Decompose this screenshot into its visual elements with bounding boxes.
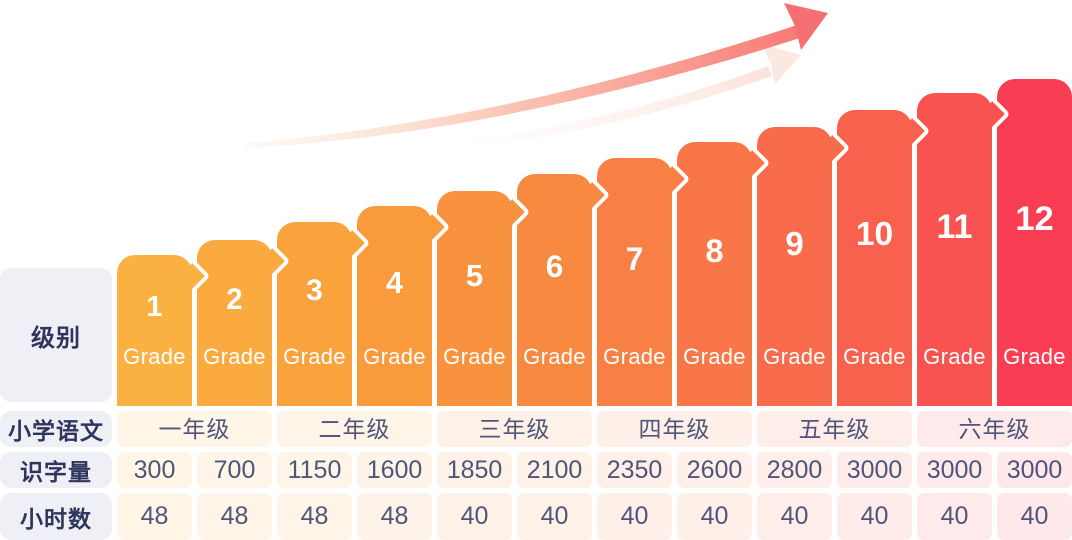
grade-bar-unit-label: Grade bbox=[923, 344, 986, 369]
grade-bar-4: 4 Grade bbox=[357, 206, 432, 406]
grade-bar-10: 10 Grade bbox=[837, 110, 912, 406]
level-header-box: 级别 bbox=[0, 268, 112, 402]
literacy-cell: 1150 bbox=[277, 452, 352, 488]
grade-bar-9: 9 Grade bbox=[757, 127, 832, 406]
grade-bar-7: 7 Grade bbox=[597, 158, 672, 406]
grade-bar-unit-label: Grade bbox=[283, 344, 346, 369]
hours-cell: 40 bbox=[997, 493, 1072, 540]
grade-group-cell: 二年级 bbox=[277, 411, 432, 447]
grade-bar-11: 11 Grade bbox=[917, 93, 992, 406]
hours-cell: 40 bbox=[437, 493, 512, 540]
literacy-cell: 1600 bbox=[357, 452, 432, 488]
grade-bar-unit-label: Grade bbox=[203, 344, 266, 369]
grade-bar-number: 4 bbox=[386, 265, 403, 300]
row-header-hours: 小时数 bbox=[0, 493, 112, 540]
hours-cell: 40 bbox=[837, 493, 912, 540]
hours-cell: 40 bbox=[677, 493, 752, 540]
grade-bar-number: 8 bbox=[705, 232, 724, 269]
grade-bar-number: 10 bbox=[855, 216, 894, 254]
grade-group-cell: 五年级 bbox=[757, 411, 912, 447]
hours-cell: 40 bbox=[597, 493, 672, 540]
level-header-label: 级别 bbox=[31, 324, 81, 352]
grade-bar-3: 3 Grade bbox=[277, 222, 352, 406]
grade-bar-number: 2 bbox=[226, 283, 243, 317]
literacy-cell: 2350 bbox=[597, 452, 672, 488]
hours-cell: 48 bbox=[117, 493, 192, 540]
grade-bar-number: 12 bbox=[1015, 200, 1054, 239]
literacy-cell: 1850 bbox=[437, 452, 512, 488]
grade-bar-number: 9 bbox=[785, 225, 804, 262]
grade-bar-number: 1 bbox=[146, 291, 163, 323]
hours-cell: 48 bbox=[277, 493, 352, 540]
literacy-cell: 3000 bbox=[917, 452, 992, 488]
literacy-cell: 2600 bbox=[677, 452, 752, 488]
literacy-cell: 2800 bbox=[757, 452, 832, 488]
grade-bar-unit-label: Grade bbox=[763, 344, 826, 369]
grade-bar-5: 5 Grade bbox=[437, 191, 512, 406]
grade-bar-12: 12 Grade bbox=[997, 79, 1072, 406]
hours-cell: 48 bbox=[197, 493, 272, 540]
grade-bar-unit-label: Grade bbox=[523, 344, 586, 369]
grade-bar-number: 6 bbox=[545, 248, 564, 285]
hours-cell: 40 bbox=[517, 493, 592, 540]
grade-bar-unit-label: Grade bbox=[843, 344, 906, 369]
grade-bar-unit-label: Grade bbox=[1003, 344, 1066, 369]
grade-bar-number: 7 bbox=[625, 241, 644, 277]
hours-cell: 40 bbox=[757, 493, 832, 540]
grade-bar-8: 8 Grade bbox=[677, 142, 752, 406]
grade-group-cell: 六年级 bbox=[917, 411, 1072, 447]
grade-bar-unit-label: Grade bbox=[123, 344, 186, 369]
grade-bar-1: 1 Grade bbox=[117, 255, 192, 406]
literacy-cell: 3000 bbox=[997, 452, 1072, 488]
grade-group-cell: 三年级 bbox=[437, 411, 592, 447]
row-header-literacy: 识字量 bbox=[0, 452, 112, 488]
grade-bar-number: 11 bbox=[936, 207, 973, 246]
grade-bar-unit-label: Grade bbox=[363, 344, 426, 369]
literacy-cell: 2100 bbox=[517, 452, 592, 488]
grade-bar-unit-label: Grade bbox=[603, 344, 666, 369]
grade-bar-number: 3 bbox=[306, 274, 323, 307]
literacy-cell: 700 bbox=[197, 452, 272, 488]
grade-bar-unit-label: Grade bbox=[683, 344, 746, 369]
grade-group-cell: 一年级 bbox=[117, 411, 272, 447]
hours-cell: 48 bbox=[357, 493, 432, 540]
grade-group-cell: 四年级 bbox=[597, 411, 752, 447]
literacy-cell: 300 bbox=[117, 452, 192, 488]
grade-bar-6: 6 Grade bbox=[517, 174, 592, 406]
literacy-cell: 3000 bbox=[837, 452, 912, 488]
grade-bar-number: 5 bbox=[465, 258, 484, 293]
grade-bar-2: 2 Grade bbox=[197, 240, 272, 406]
hours-cell: 40 bbox=[917, 493, 992, 540]
grade-bar-unit-label: Grade bbox=[443, 344, 506, 369]
row-header-subject: 小学语文 bbox=[0, 411, 112, 447]
